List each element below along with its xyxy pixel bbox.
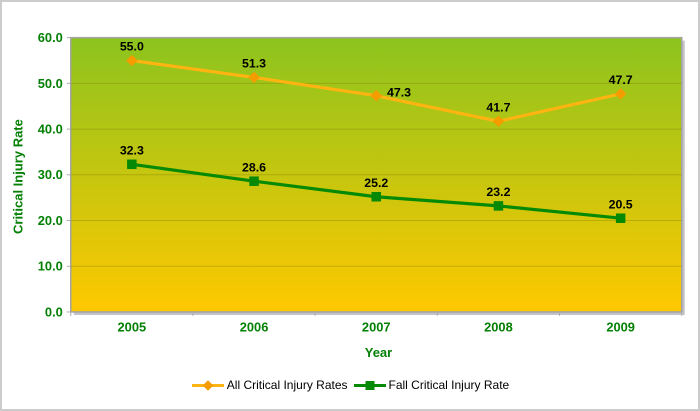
legend-label: Fall Critical Injury Rate — [388, 378, 510, 392]
svg-text:2009: 2009 — [606, 320, 635, 335]
legend-item-fall-critical-injury-rate: Fall Critical Injury Rate — [353, 378, 510, 392]
svg-text:2005: 2005 — [118, 320, 147, 335]
svg-text:40.0: 40.0 — [38, 122, 63, 137]
svg-text:55.0: 55.0 — [120, 40, 144, 54]
svg-text:41.7: 41.7 — [486, 100, 510, 114]
svg-text:28.6: 28.6 — [242, 160, 266, 174]
svg-text:30.0: 30.0 — [38, 167, 63, 182]
svg-text:51.3: 51.3 — [242, 57, 266, 71]
svg-text:20.5: 20.5 — [609, 197, 633, 211]
y-axis-title: Critical Injury Rate — [10, 119, 26, 234]
svg-text:20.0: 20.0 — [38, 213, 63, 228]
legend-label: All Critical Injury Rates — [226, 378, 348, 392]
x-axis-title: Year — [364, 345, 393, 360]
line-square-marker-icon — [353, 379, 387, 392]
svg-text:2006: 2006 — [240, 320, 269, 335]
svg-text:2007: 2007 — [362, 320, 391, 335]
svg-text:47.3: 47.3 — [387, 86, 411, 100]
svg-text:0.0: 0.0 — [45, 304, 63, 319]
svg-text:23.2: 23.2 — [486, 185, 510, 199]
line-diamond-marker-icon — [191, 379, 225, 392]
svg-text:32.3: 32.3 — [120, 143, 144, 157]
legend-item-all-critical-injury-rates: All Critical Injury Rates — [191, 378, 348, 392]
svg-text:25.2: 25.2 — [364, 176, 388, 190]
svg-text:10.0: 10.0 — [38, 259, 63, 274]
svg-text:47.7: 47.7 — [609, 73, 633, 87]
svg-text:50.0: 50.0 — [38, 76, 63, 91]
svg-text:2008: 2008 — [484, 320, 513, 335]
legend: All Critical Injury Rates Fall Critical … — [2, 378, 698, 392]
svg-text:60.0: 60.0 — [38, 30, 63, 45]
